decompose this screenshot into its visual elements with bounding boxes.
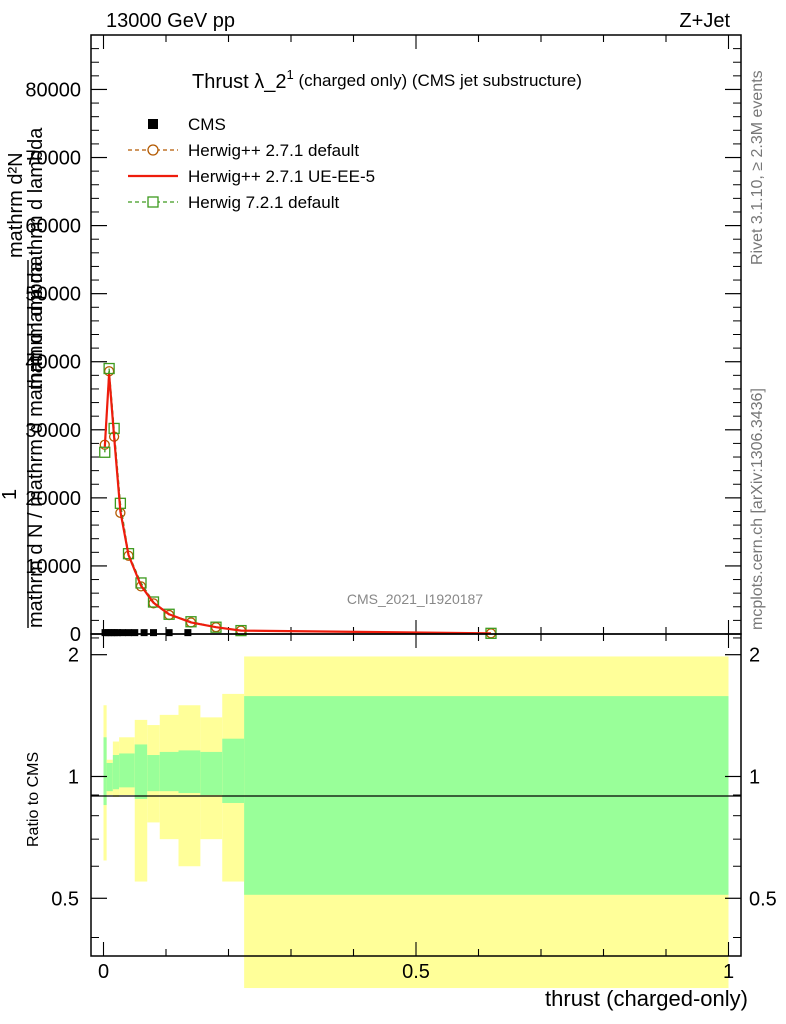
cms-point	[184, 629, 192, 637]
analysis-watermark: CMS_2021_I1920187	[347, 591, 483, 607]
series-marker-square	[99, 446, 111, 458]
series-marker-square	[163, 608, 175, 620]
cms-point	[131, 629, 139, 637]
ratio-band-inner	[222, 738, 245, 803]
y-tick-label: 80000	[25, 79, 81, 101]
legend-marker-circle	[147, 144, 159, 156]
ratio-band-inner	[112, 755, 120, 790]
y-tick-label: 0	[70, 624, 81, 646]
ratio-tick-label: 2	[68, 645, 79, 667]
rivet-version-label: Rivet 3.1.10, ≥ 2.3M events	[749, 70, 766, 265]
chart-title-rest: (charged only) (CMS jet substructure)	[294, 71, 582, 90]
series-marker-square	[103, 362, 115, 375]
main-y-ticks: 0 10000 20000 30000 40000 50000 60000 70000 8000…	[25, 48, 741, 646]
ratio-tick-label-right: 2	[749, 645, 760, 667]
x-axis-label: thrust (charged-only)	[545, 986, 748, 1011]
main-series	[99, 362, 497, 639]
y-axis-label-one: 1	[0, 489, 21, 500]
main-panel: CMS_2021_I1920187 0 10000 20000 30000 40000 5…	[25, 34, 742, 646]
ratio-frame	[90, 633, 742, 957]
ratio-tick-label-right: 0.5	[749, 888, 777, 910]
legend-label: Herwig 7.2.1 default	[188, 193, 339, 212]
ratio-band-inner	[134, 744, 148, 799]
y-tick-label: 40000	[25, 352, 81, 374]
cms-point	[165, 629, 173, 637]
x-tick-label: 0	[98, 961, 109, 983]
chart-title-main: Thrust λ_2	[192, 71, 286, 93]
header-right-label: Z+Jet	[679, 10, 730, 32]
cms-point	[125, 629, 132, 637]
legend-label: Herwig++ 2.7.1 UE-EE-5	[188, 167, 375, 186]
legend-marker-square	[147, 196, 159, 208]
series-marker-square	[135, 577, 147, 589]
ratio-y-axis-label: Ratio to CMS	[25, 752, 42, 847]
legend-label: Herwig++ 2.7.1 default	[188, 141, 359, 160]
cms-point	[140, 629, 148, 637]
ratio-band-inner	[106, 762, 113, 792]
ratio-band-inner	[200, 751, 223, 795]
ratio-band-inner	[119, 753, 135, 788]
y-tick-label: 70000	[25, 148, 81, 170]
y-tick-label: 50000	[25, 284, 81, 306]
mcplots-label: mcplots.cern.ch [arXiv:1306.3436]	[749, 388, 766, 630]
ratio-band-inner	[159, 751, 179, 792]
ratio-tick-label: 1	[68, 766, 79, 788]
y-axis-label-top: mathrm d²N	[5, 152, 27, 258]
cms-point	[114, 629, 122, 637]
y-tick-label: 10000	[25, 556, 81, 578]
ratio-tick-label-right: 1	[749, 766, 760, 788]
y-tick-label: 60000	[25, 216, 81, 238]
series-line-solid	[103, 373, 492, 635]
series-marker-square	[122, 548, 135, 560]
main-x-ticks	[102, 35, 730, 634]
chart-title-sup: 1	[286, 67, 293, 82]
y-tick-label: 30000	[25, 420, 81, 442]
ratio-x-ticks: 0 0.5 1	[98, 634, 734, 983]
x-tick-label: 0.5	[402, 961, 430, 983]
ratio-bands	[103, 656, 729, 989]
cms-point	[150, 629, 157, 637]
cms-data-points	[101, 629, 192, 637]
ratio-band-inner	[178, 750, 201, 794]
chart-title: Thrust λ_21 (charged only) (CMS jet subs…	[192, 67, 582, 93]
ratio-tick-label: 0.5	[51, 888, 79, 910]
ratio-band-inner	[147, 755, 160, 792]
header-left-label: 13000 GeV pp	[106, 10, 235, 32]
series-marker-square	[185, 616, 197, 628]
ratio-band-outer	[134, 719, 148, 882]
y-axis-label-bottom: mathrm d N / mathrm d mathrm d lambda	[25, 260, 47, 628]
y-axis-label-mid: mathrm d p mathrm d lambda	[25, 127, 47, 390]
legend-label: CMS	[188, 115, 226, 134]
ratio-band-inner	[103, 737, 107, 806]
x-tick-label: 1	[723, 961, 734, 983]
series-marker-square	[147, 596, 160, 608]
legend-marker-cms	[148, 119, 158, 129]
ratio-panel: 0.5 0.51 12 2 0 0.5 1	[51, 633, 777, 989]
y-tick-label: 20000	[25, 488, 81, 510]
cms-point	[118, 629, 126, 637]
ratio-y-ticks: 0.5 0.5 1 1 2 2	[51, 637, 777, 938]
legend: CMS Herwig++ 2.7.1 default Herwig++ 2.7.1 …	[128, 115, 375, 212]
